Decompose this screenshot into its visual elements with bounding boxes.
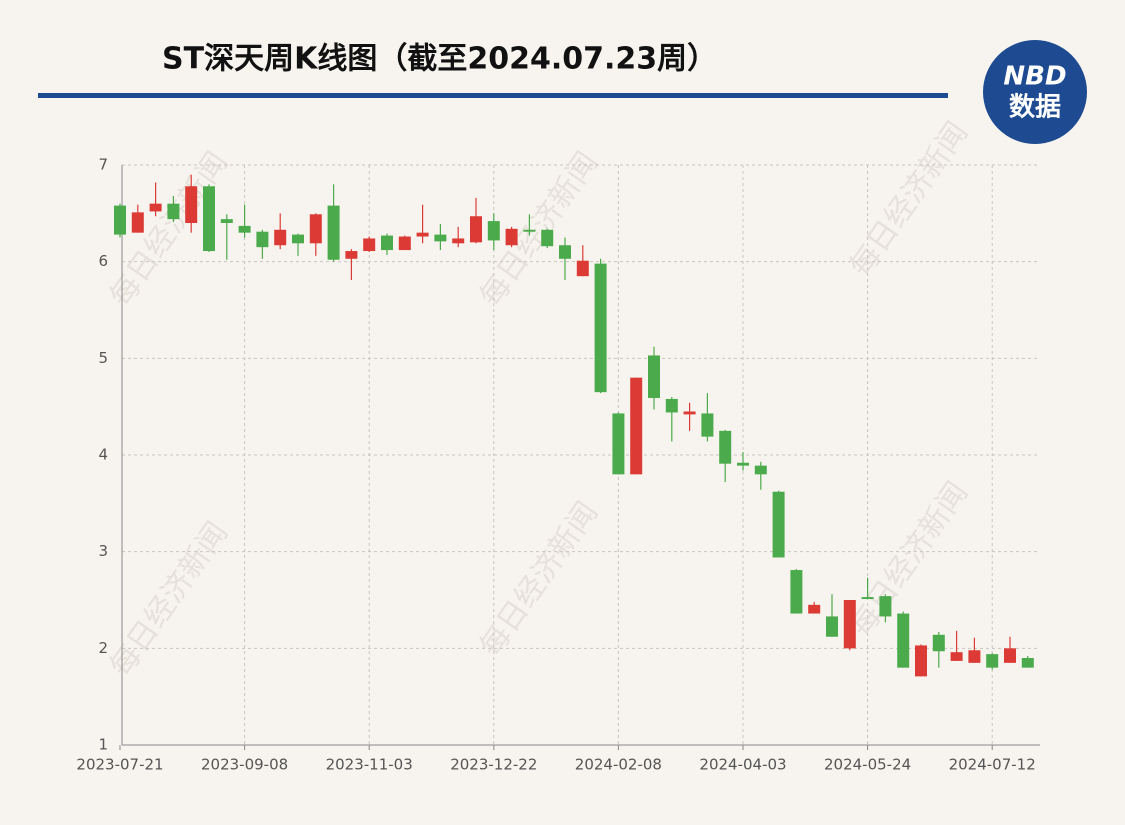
candle-body [861, 597, 874, 600]
candle-body [309, 214, 322, 244]
candle-body [149, 203, 162, 212]
candle-body [487, 221, 500, 241]
candle-body [612, 413, 625, 475]
x-tick-label: 2023-09-08 [201, 756, 288, 774]
candle-body [986, 654, 999, 668]
y-tick-label: 5 [98, 349, 108, 367]
title-rule [38, 93, 948, 98]
candle-body [381, 235, 393, 251]
candle-body [416, 232, 429, 237]
candle-body [897, 613, 910, 668]
candle-body [968, 650, 981, 663]
candle-body [843, 600, 856, 649]
y-tick-label: 6 [98, 252, 108, 270]
x-tick-label: 2024-04-03 [699, 756, 786, 774]
candle-body [131, 212, 144, 233]
candle-body [256, 231, 269, 248]
candle-body [363, 238, 376, 252]
candle-body [559, 245, 571, 259]
candle-body [648, 355, 660, 398]
logo-brand: NBD [1003, 62, 1066, 92]
y-tick-label: 4 [98, 446, 108, 464]
candle-body [576, 260, 589, 277]
candle-body [203, 186, 215, 252]
candle-body [630, 377, 643, 475]
x-tick-label: 2024-05-24 [824, 756, 911, 774]
x-tick-label: 2023-12-22 [450, 756, 537, 774]
x-tick-label: 2024-07-12 [949, 756, 1036, 774]
candle-body [683, 411, 696, 415]
candle-body [808, 604, 821, 614]
candle-body [185, 186, 198, 223]
y-tick-label: 2 [98, 639, 108, 657]
candle-body [879, 596, 892, 617]
candle-body [114, 205, 126, 235]
y-tick-label: 1 [98, 736, 108, 754]
candle-body [523, 229, 536, 232]
candle-body [470, 216, 482, 243]
x-tick-label: 2023-11-03 [326, 756, 413, 774]
logo [983, 40, 1087, 144]
candle-body [915, 645, 927, 677]
candle-body [398, 236, 411, 251]
chart-title: ST深天周K线图（截至2024.07.23周） [162, 42, 717, 77]
candle-body [541, 229, 554, 247]
candle-body [167, 203, 180, 220]
candle-body [719, 430, 732, 464]
candle-body [772, 491, 785, 558]
candle-body [220, 219, 233, 223]
candle-body [737, 462, 749, 466]
candle-body [327, 205, 340, 260]
candle-body [950, 652, 963, 661]
y-tick-label: 3 [98, 542, 108, 560]
y-tick-label: 7 [98, 156, 108, 174]
candle-body [505, 228, 518, 246]
x-tick-label: 2024-02-08 [575, 756, 662, 774]
candle-body [790, 570, 803, 614]
candle-body [594, 263, 607, 393]
candle-body [1004, 648, 1016, 663]
candle-body [701, 413, 714, 437]
candle-body [1021, 658, 1034, 668]
candle-body [452, 238, 465, 244]
candle-body [345, 251, 358, 259]
candle-body [238, 225, 251, 233]
candle-body [665, 398, 678, 413]
candle-body [292, 234, 304, 244]
candle-body [754, 465, 767, 475]
candle-body [826, 616, 838, 637]
x-tick-label: 2023-07-21 [76, 756, 163, 774]
candle-body [434, 234, 447, 242]
logo-label: 数据 [1009, 93, 1061, 123]
candle-body [274, 229, 287, 246]
candle-body [932, 634, 945, 652]
